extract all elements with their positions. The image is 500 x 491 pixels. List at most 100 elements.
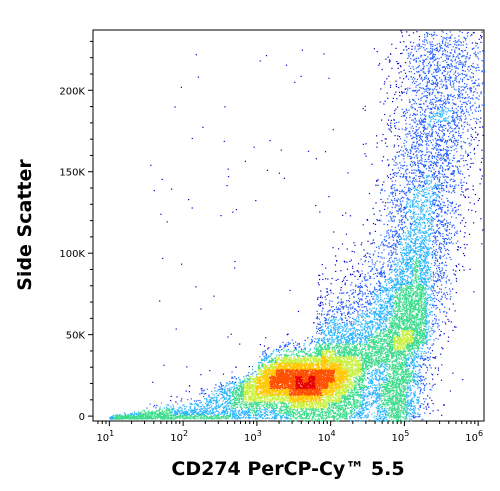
data-point [256, 379, 258, 381]
data-point [244, 383, 246, 385]
data-point [236, 391, 238, 393]
data-point [218, 399, 220, 401]
data-point [375, 359, 377, 361]
data-point [304, 354, 307, 356]
data-point [290, 358, 292, 360]
data-point [201, 390, 203, 392]
data-point [301, 361, 303, 363]
data-point [262, 351, 264, 353]
data-point [338, 410, 340, 412]
data-point [291, 339, 293, 341]
data-point [308, 355, 310, 357]
data-point [317, 354, 319, 356]
data-point [299, 346, 301, 348]
data-point [351, 382, 353, 384]
data-point [211, 393, 213, 395]
data-point [369, 372, 371, 375]
data-point [322, 340, 324, 342]
data-point [373, 363, 375, 365]
data-point [238, 396, 240, 398]
data-point [263, 370, 265, 372]
data-point [268, 360, 270, 362]
data-point [242, 390, 244, 392]
data-point [259, 362, 261, 364]
data-point [323, 351, 325, 353]
data-point [365, 393, 367, 395]
data-point [285, 400, 287, 402]
data-point [289, 395, 291, 397]
data-point [304, 371, 306, 373]
data-point [268, 347, 270, 349]
data-point [283, 347, 285, 349]
data-point [363, 384, 365, 386]
data-point [331, 362, 333, 365]
data-point [229, 389, 231, 391]
data-point [246, 385, 248, 387]
data-point [376, 384, 378, 386]
data-point [281, 396, 283, 398]
data-point [310, 387, 313, 389]
data-point [285, 353, 287, 356]
data-point [264, 407, 266, 409]
data-point [286, 420, 288, 422]
data-point [270, 375, 273, 377]
data-point [379, 372, 381, 374]
data-point [345, 374, 347, 376]
data-point [263, 345, 266, 347]
data-point [290, 364, 292, 366]
data-point [246, 406, 248, 408]
data-point [273, 365, 275, 367]
data-point [282, 366, 285, 368]
data-point [419, 371, 421, 374]
data-point [300, 388, 302, 390]
data-point [275, 395, 278, 397]
data-point [282, 341, 284, 343]
data-point [339, 391, 341, 393]
data-point [339, 332, 341, 334]
data-point [269, 390, 271, 392]
data-point [357, 381, 359, 383]
data-point [339, 390, 341, 392]
data-point [268, 367, 270, 369]
data-point [282, 359, 284, 361]
data-point [273, 388, 275, 390]
data-point [271, 407, 273, 409]
data-point [281, 354, 283, 356]
data-point [278, 386, 280, 388]
data-point [324, 356, 326, 358]
data-point [229, 381, 231, 383]
data-point [420, 378, 422, 380]
data-point [314, 391, 316, 393]
data-point [328, 392, 330, 394]
data-point [234, 382, 236, 384]
data-point [312, 351, 314, 353]
data-point [254, 380, 256, 382]
data-point [309, 364, 311, 366]
data-point [371, 413, 373, 415]
data-point [298, 352, 300, 354]
data-point [283, 390, 285, 392]
data-point [302, 360, 304, 362]
data-point [287, 413, 289, 415]
data-point [277, 396, 279, 399]
data-point [352, 398, 354, 400]
data-point [298, 342, 300, 344]
data-point [348, 369, 350, 371]
data-point [304, 379, 306, 381]
data-point [307, 353, 309, 356]
data-point [300, 416, 302, 418]
data-point [312, 336, 314, 338]
data-point [345, 398, 347, 400]
data-point [298, 346, 300, 348]
data-point [360, 375, 362, 377]
data-point [355, 352, 357, 354]
data-point [288, 400, 290, 402]
data-point [316, 363, 318, 365]
data-point [335, 405, 337, 407]
data-point [288, 397, 290, 399]
data-point [271, 382, 273, 385]
data-point [267, 420, 269, 422]
data-point [265, 401, 267, 403]
data-point [339, 412, 341, 414]
data-point [323, 374, 325, 376]
